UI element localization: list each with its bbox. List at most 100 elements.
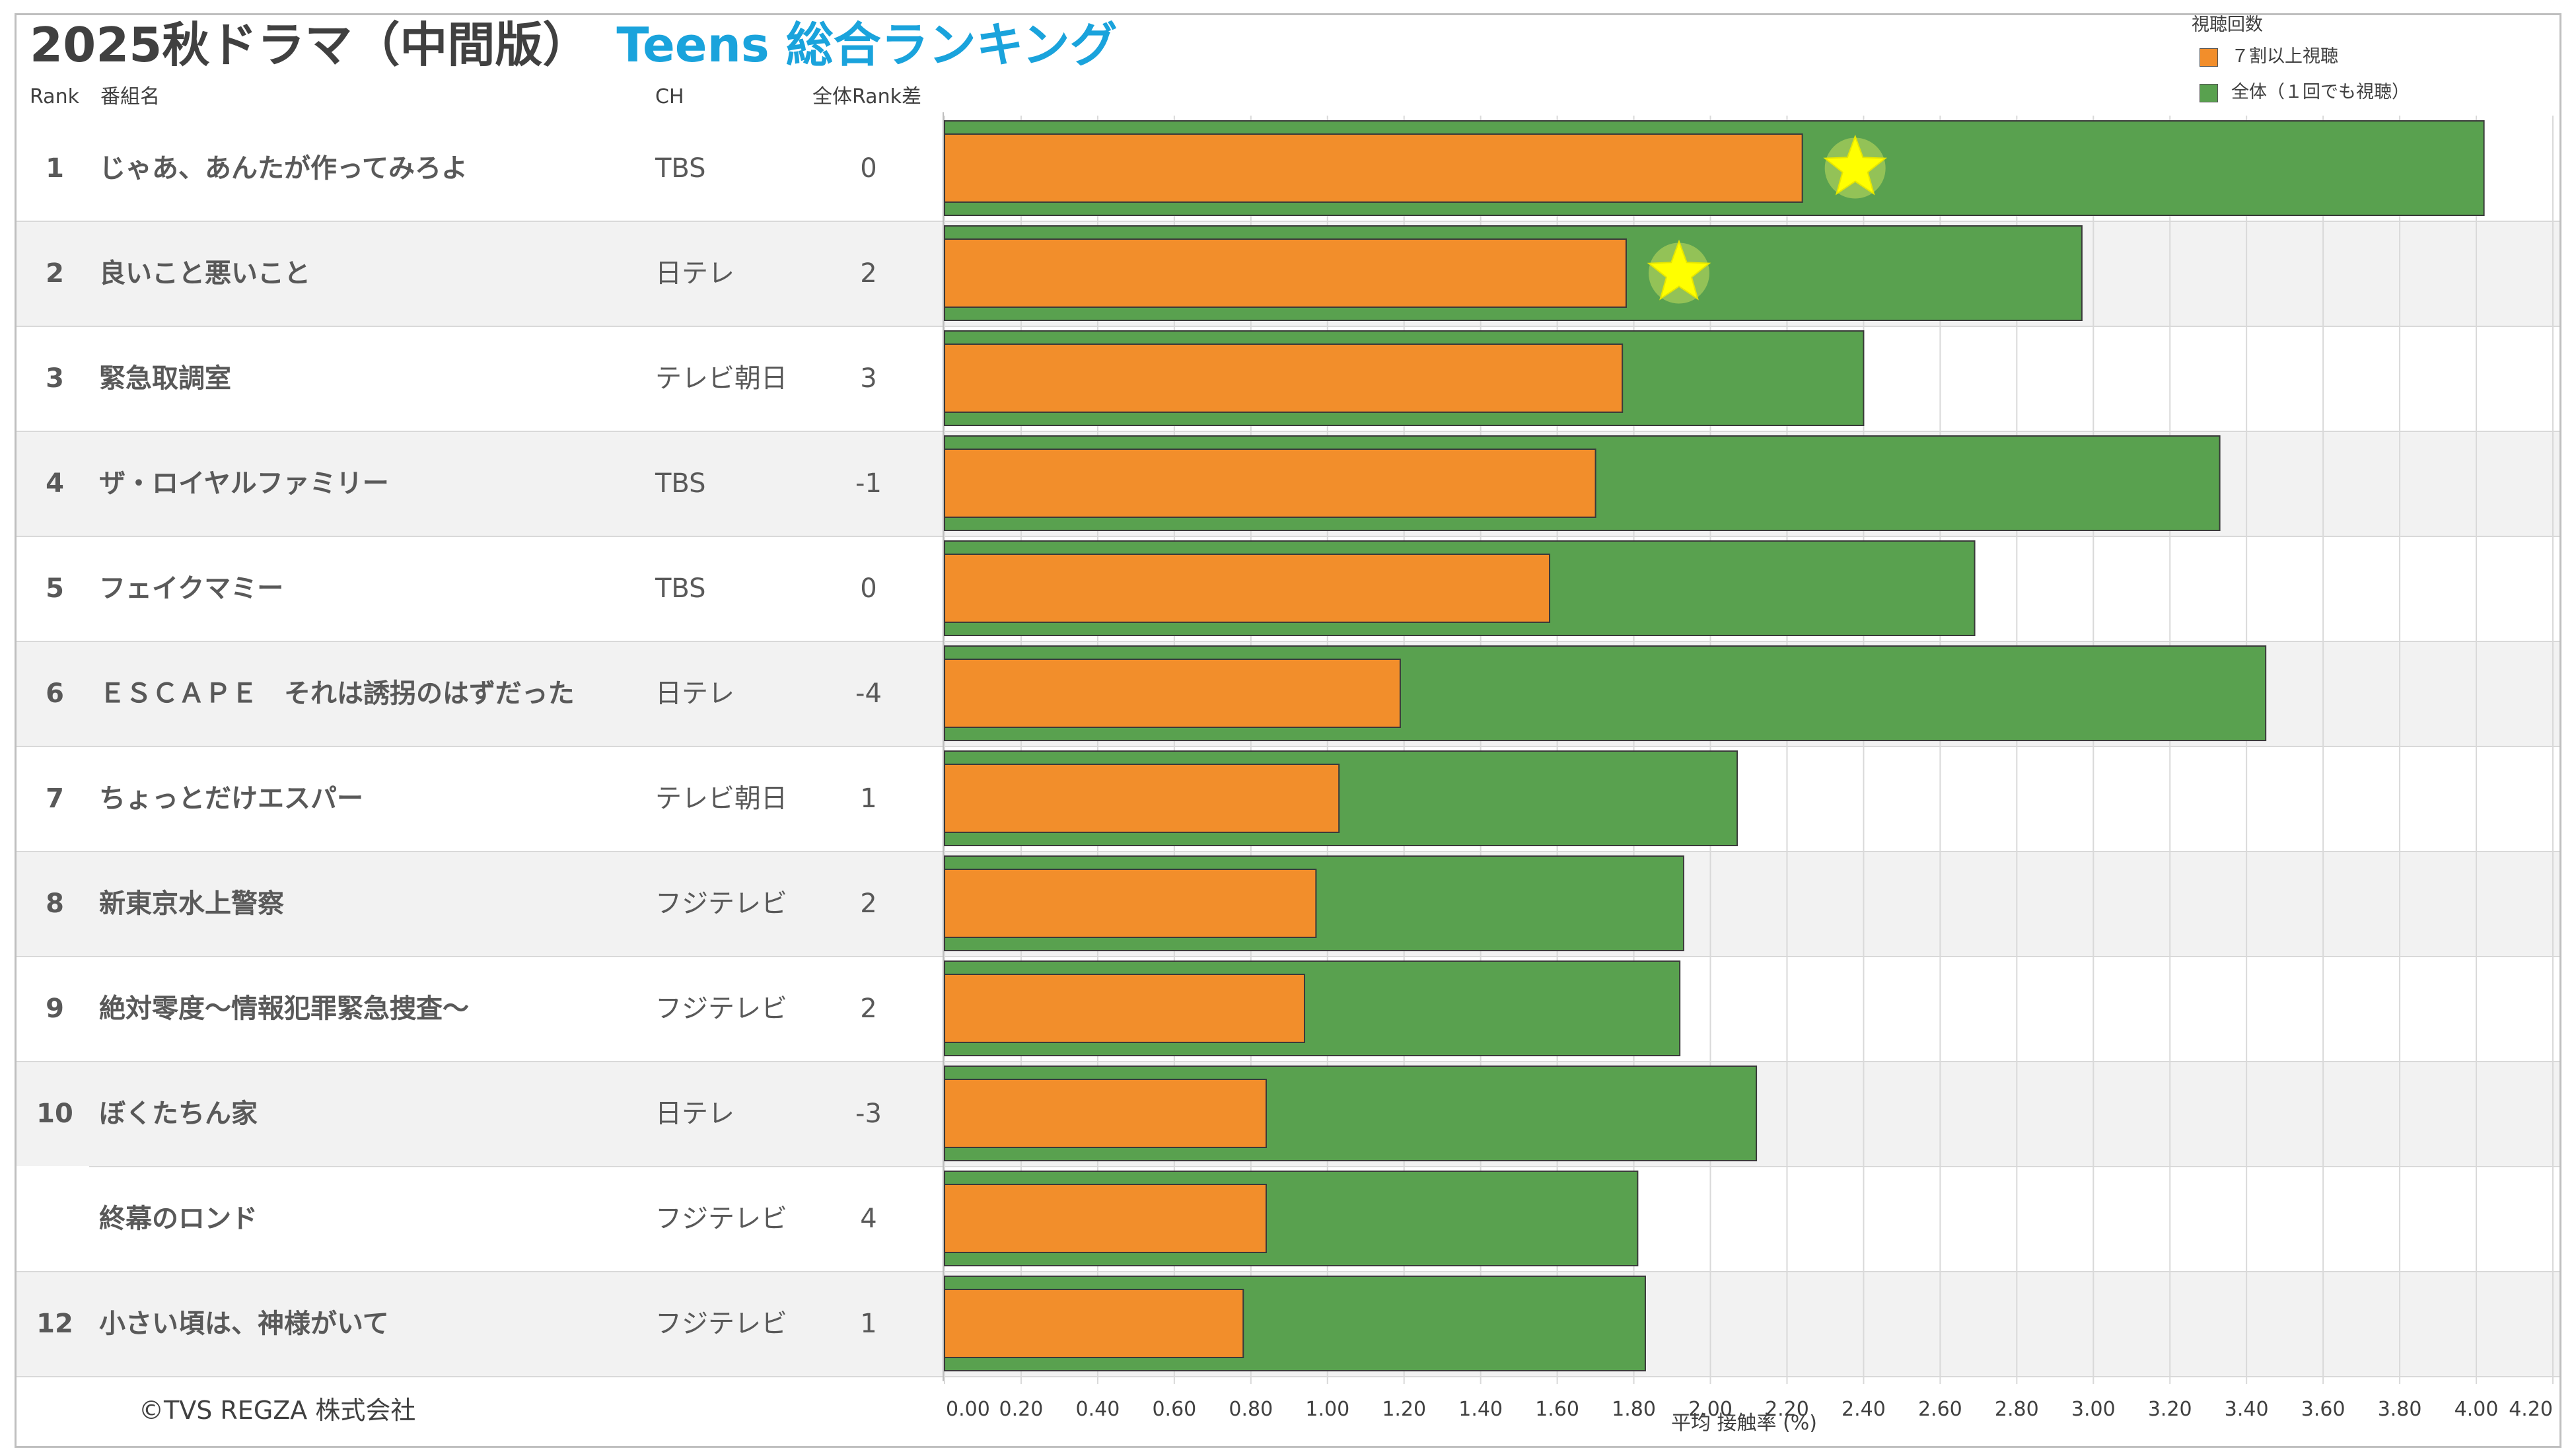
row-channel: テレビ朝日 bbox=[655, 363, 787, 394]
row-program: 新東京水上警察 bbox=[99, 888, 284, 919]
row-diff: 0 bbox=[860, 153, 877, 184]
x-tick-label: 3.40 bbox=[2225, 1398, 2269, 1421]
x-tick-label: 3.20 bbox=[2148, 1398, 2192, 1421]
row-rank: 7 bbox=[46, 783, 64, 814]
bar-seventy bbox=[944, 133, 1803, 203]
x-tick-label: 0.00 bbox=[946, 1398, 990, 1421]
legend-item-seventy: ７割以上視聴 bbox=[2200, 44, 2338, 70]
row-separator bbox=[17, 641, 2559, 642]
bar-seventy bbox=[944, 238, 1627, 308]
x-tick-label: 2.20 bbox=[1765, 1398, 1809, 1421]
row-channel: 日テレ bbox=[655, 258, 734, 289]
x-tick-label: 0.20 bbox=[999, 1398, 1044, 1421]
x-tick-label: 1.60 bbox=[1535, 1398, 1579, 1421]
row-diff: -4 bbox=[855, 678, 882, 709]
row-program: ＥＳＣＡＰＥ それは誘拐のはずだった bbox=[99, 678, 575, 709]
star-icon bbox=[1647, 239, 1711, 301]
x-tick-label: 0.40 bbox=[1076, 1398, 1120, 1421]
row-program: ちょっとだけエスパー bbox=[99, 783, 363, 814]
x-tick-label: 4.00 bbox=[2454, 1398, 2499, 1421]
row-separator bbox=[17, 956, 2559, 957]
col-header-program: 番組名 bbox=[100, 85, 160, 108]
row-diff: 0 bbox=[860, 573, 877, 604]
x-tick-label: 3.60 bbox=[2301, 1398, 2345, 1421]
legend-swatch-orange bbox=[2200, 48, 2218, 67]
row-diff: 3 bbox=[860, 363, 877, 394]
row-separator bbox=[17, 536, 2559, 537]
row-separator bbox=[17, 326, 2559, 327]
table-bottom-line bbox=[17, 1376, 2559, 1377]
bar-seventy bbox=[944, 1079, 1267, 1148]
row-separator bbox=[17, 746, 2559, 747]
row-channel: フジテレビ bbox=[655, 993, 787, 1024]
bar-seventy bbox=[944, 869, 1317, 938]
copyright: ©TVS REGZA 株式会社 bbox=[139, 1396, 416, 1425]
bar-seventy bbox=[944, 764, 1340, 833]
row-rank: 4 bbox=[46, 468, 64, 499]
page-title: 2025秋ドラマ（中間版） Teens 総合ランキング bbox=[30, 12, 1118, 78]
bar-seventy bbox=[944, 344, 1624, 413]
row-diff: 1 bbox=[860, 1308, 877, 1339]
bar-seventy bbox=[944, 1184, 1267, 1253]
row-separator bbox=[17, 431, 2559, 432]
row-rank: 12 bbox=[36, 1308, 73, 1339]
row-rank: 3 bbox=[46, 363, 64, 394]
row-rank: 10 bbox=[36, 1098, 73, 1129]
row-rank: 5 bbox=[46, 573, 64, 604]
title-sub: Teens 総合ランキング bbox=[616, 17, 1118, 73]
bar-seventy bbox=[944, 449, 1596, 518]
row-channel: TBS bbox=[655, 573, 706, 604]
row-rank: 9 bbox=[46, 993, 64, 1024]
row-rank: 8 bbox=[46, 888, 64, 919]
bar-seventy bbox=[944, 974, 1305, 1043]
row-program: フェイクマミー bbox=[99, 573, 284, 604]
row-channel: フジテレビ bbox=[655, 888, 787, 919]
bar-seventy bbox=[944, 554, 1551, 623]
row-channel: フジテレビ bbox=[655, 1203, 787, 1234]
x-tick-label: 1.20 bbox=[1382, 1398, 1426, 1421]
x-tick-label: 0.80 bbox=[1229, 1398, 1273, 1421]
row-program: ザ・ロイヤルファミリー bbox=[99, 468, 389, 499]
row-rank: 6 bbox=[46, 678, 64, 709]
x-tick-label: 2.60 bbox=[1918, 1398, 1962, 1421]
row-separator bbox=[17, 221, 2559, 222]
x-tick-label: 2.40 bbox=[1842, 1398, 1886, 1421]
bar-seventy bbox=[944, 1289, 1244, 1358]
bar-seventy bbox=[944, 659, 1401, 728]
row-channel: フジテレビ bbox=[655, 1308, 787, 1339]
x-tick-label: 0.60 bbox=[1152, 1398, 1196, 1421]
row-diff: -1 bbox=[855, 468, 882, 499]
row-channel: 日テレ bbox=[655, 1098, 734, 1129]
row-rank: 2 bbox=[46, 258, 64, 289]
x-tick-label: 2.80 bbox=[1995, 1398, 2039, 1421]
x-axis-label: 平均 接触率 (%) bbox=[1671, 1412, 1817, 1435]
legend-label-total: 全体（１回でも視聴） bbox=[2231, 82, 2410, 102]
row-diff: 4 bbox=[860, 1203, 877, 1234]
legend-item-total: 全体（１回でも視聴） bbox=[2200, 79, 2410, 106]
row-program: 終幕のロンド bbox=[99, 1203, 258, 1234]
x-tick-label: 3.00 bbox=[2071, 1398, 2116, 1421]
row-program: 小さい頃は、神様がいて bbox=[99, 1308, 389, 1339]
row-diff: -3 bbox=[855, 1098, 882, 1129]
chart-frame bbox=[15, 13, 2561, 1448]
col-header-channel: CH bbox=[655, 85, 684, 108]
x-tick-label: 1.40 bbox=[1458, 1398, 1503, 1421]
row-diff: 2 bbox=[860, 258, 877, 289]
row-channel: TBS bbox=[655, 153, 706, 184]
row-diff: 2 bbox=[860, 993, 877, 1024]
legend-swatch-green bbox=[2200, 83, 2218, 102]
col-header-diff: 全体Rank差 bbox=[812, 85, 921, 108]
x-tick-label: 1.80 bbox=[1612, 1398, 1656, 1421]
row-separator bbox=[89, 1166, 2559, 1167]
col-header-rank: Rank bbox=[30, 85, 79, 108]
x-tick-label: 2.00 bbox=[1688, 1398, 1733, 1421]
x-tick-label: 1.00 bbox=[1305, 1398, 1349, 1421]
star-icon bbox=[1823, 134, 1888, 196]
row-rank: 1 bbox=[46, 153, 64, 184]
row-program: じゃあ、あんたが作ってみろよ bbox=[99, 153, 468, 184]
row-separator bbox=[17, 1271, 2559, 1272]
legend-label-seventy: ７割以上視聴 bbox=[2231, 46, 2338, 67]
title-main: 2025秋ドラマ（中間版） bbox=[30, 17, 590, 73]
row-diff: 2 bbox=[860, 888, 877, 919]
